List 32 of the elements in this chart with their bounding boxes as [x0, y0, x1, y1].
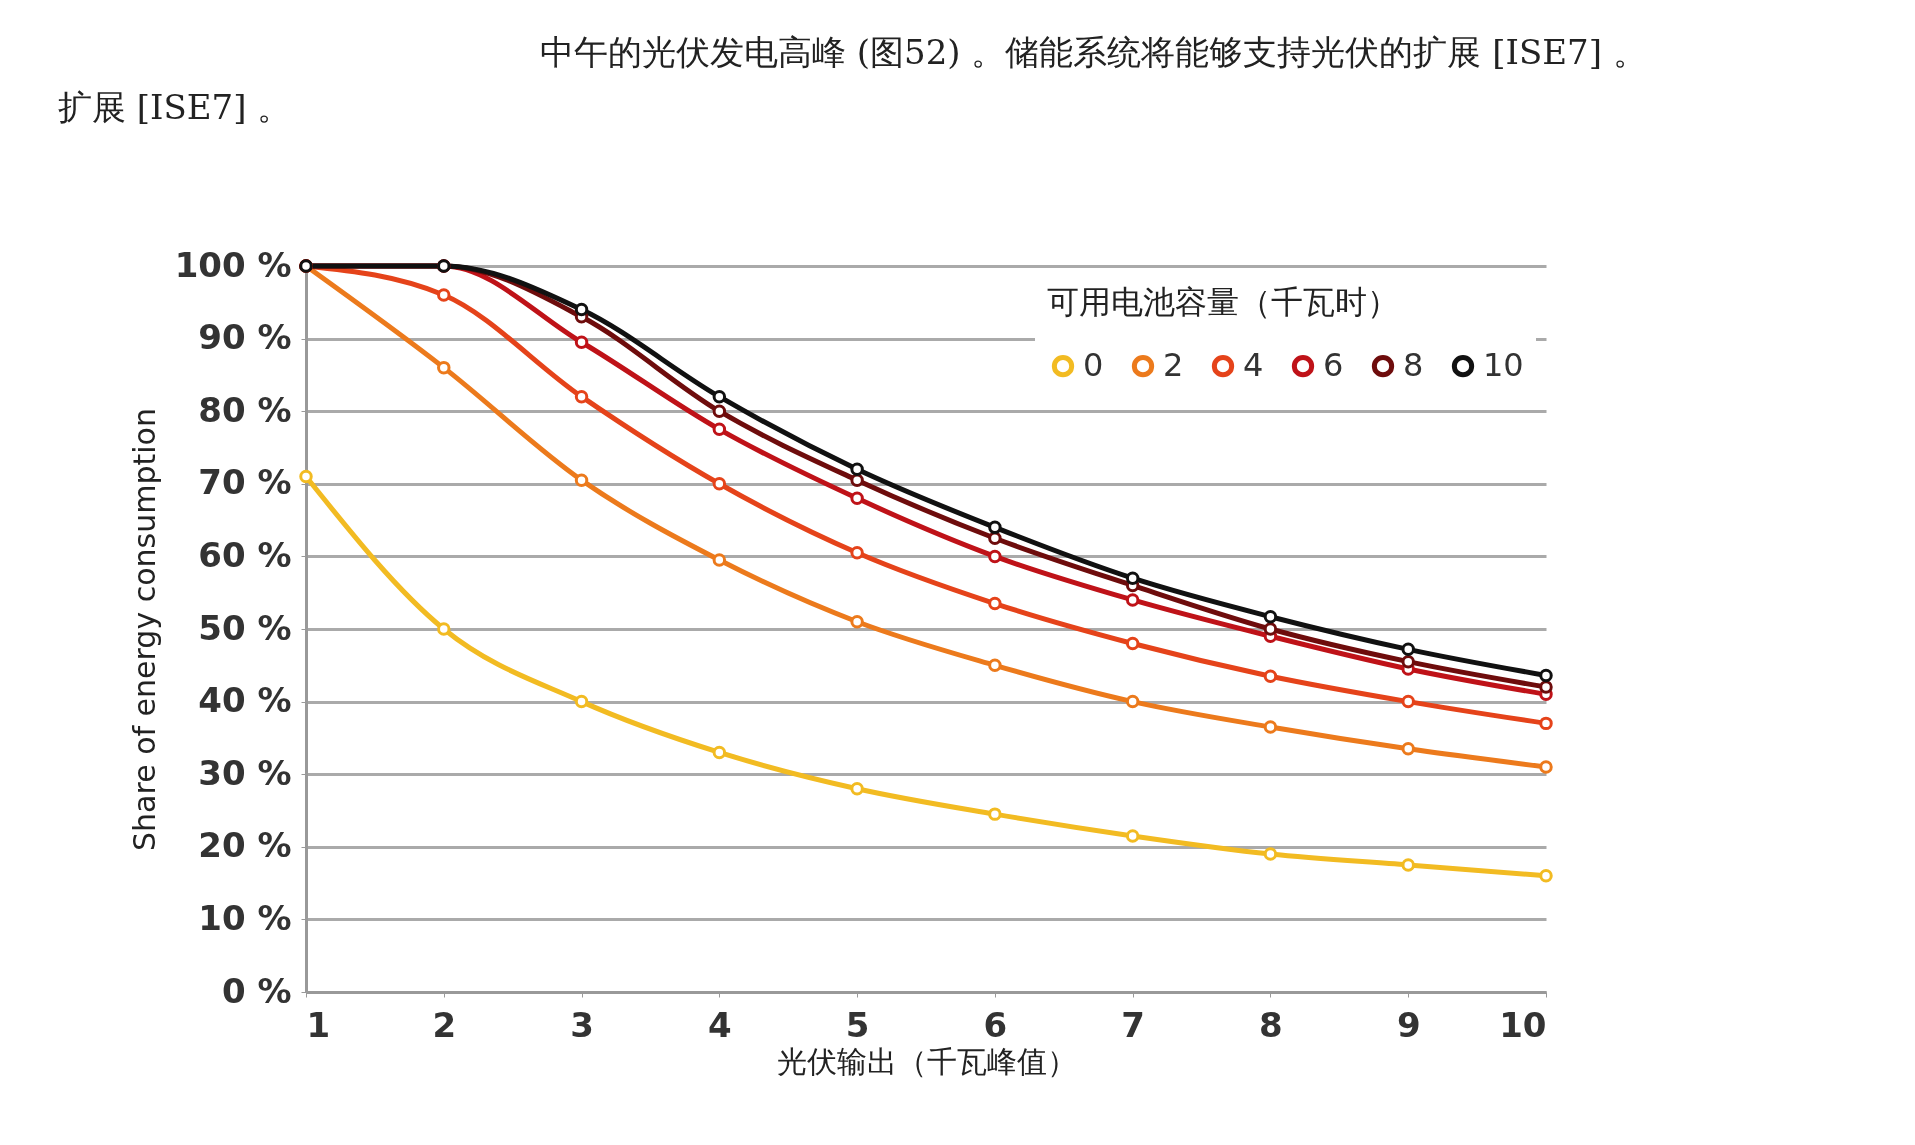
x-tick-label: 2: [432, 1004, 457, 1045]
y-tick-label: 40 %: [198, 680, 292, 721]
x-tick-label: 5: [845, 1004, 870, 1045]
legend-label: 2: [1163, 346, 1184, 385]
legend-label: 8: [1403, 346, 1424, 385]
x-axis-title: 光伏输出（千瓦峰值）: [776, 1043, 1077, 1079]
legend-label: 10: [1483, 346, 1524, 385]
legend-title: 可用电池容量（千瓦时）: [1047, 283, 1399, 321]
legend-label: 0: [1083, 346, 1104, 385]
x-tick-label: 9: [1396, 1004, 1421, 1045]
y-tick-label: 10 %: [198, 897, 292, 938]
x-tick-label: 6: [983, 1004, 1008, 1045]
y-tick-label: 20 %: [198, 825, 292, 866]
x-tick-label: 1: [306, 1004, 331, 1045]
y-tick-label: 70 %: [198, 462, 292, 503]
legend-label: 4: [1243, 346, 1264, 385]
y-tick-label: 90 %: [198, 317, 292, 358]
y-tick-label: 100 %: [174, 244, 292, 285]
legend-label: 6: [1323, 346, 1344, 385]
x-tick-label: 3: [570, 1004, 594, 1045]
x-tick-label: 7: [1121, 1004, 1145, 1045]
y-tick-label: 50 %: [198, 607, 292, 648]
y-axis-title: Share of energy consumption: [126, 408, 162, 851]
x-tick-label: 10: [1499, 1004, 1547, 1045]
y-tick-label: 80 %: [198, 389, 292, 430]
text: 扩展 [ISE7] 。: [58, 86, 292, 129]
y-tick-label: 30 %: [198, 752, 292, 793]
text: 中午的光伏发电高峰 (图52) 。储能系统将能够支持光伏的扩展 [ISE7] 。: [540, 31, 1647, 74]
x-tick-label: 8: [1259, 1004, 1283, 1045]
y-tick-label: 0 %: [221, 970, 292, 1011]
y-tick-label: 60 %: [198, 534, 292, 575]
x-tick-label: 4: [708, 1004, 732, 1045]
